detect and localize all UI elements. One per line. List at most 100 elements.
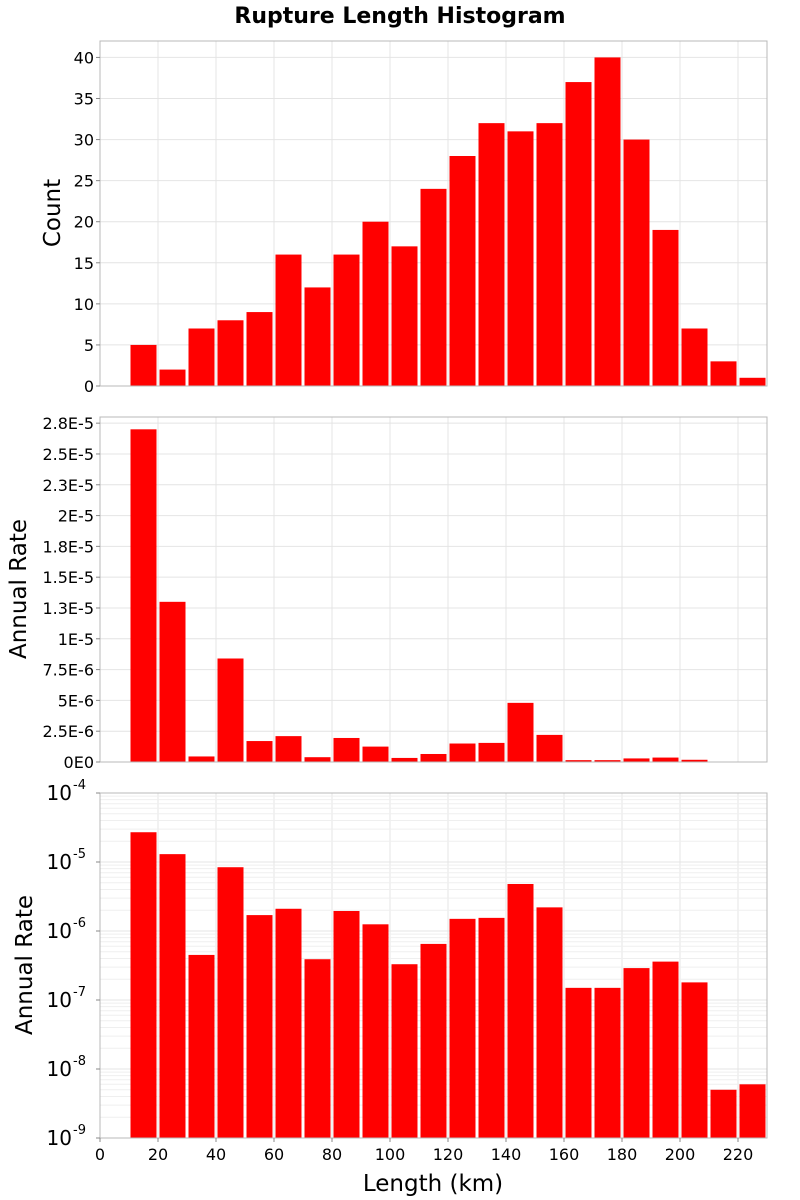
y-tick-exponent: -5 (73, 847, 86, 862)
bar (275, 736, 302, 762)
bar (217, 867, 244, 1138)
y-tick-exponent: -8 (73, 1054, 86, 1069)
x-tick-label: 60 (264, 1145, 284, 1164)
y-tick-exponent: -6 (73, 916, 86, 931)
y-tick-label: 35 (74, 90, 94, 109)
bar (275, 254, 302, 386)
bar (420, 753, 447, 762)
chart-title: Rupture Length Histogram (234, 4, 565, 29)
bar (652, 961, 679, 1138)
bar (362, 221, 389, 386)
bar (536, 734, 563, 762)
bar (188, 954, 215, 1138)
bar (159, 854, 186, 1138)
bar (681, 982, 708, 1138)
bar (565, 987, 592, 1138)
y-tick-label: 1.8E-5 (42, 537, 94, 556)
bar (449, 156, 476, 386)
x-tick-label: 160 (549, 1145, 580, 1164)
bars (130, 832, 766, 1138)
y-tick-label: 10 (47, 850, 72, 874)
bar (130, 344, 157, 386)
y-ticks: 10-910-810-710-610-510-4 (47, 778, 100, 1150)
bar (130, 429, 157, 762)
bar (188, 328, 215, 386)
y-tick-label: 1.5E-5 (42, 568, 94, 587)
bar (304, 959, 331, 1138)
y-tick-label: 5E-6 (58, 691, 94, 710)
bars (130, 429, 766, 762)
x-tick-label: 140 (491, 1145, 522, 1164)
x-axis-label: Length (km) (363, 1171, 503, 1197)
bar (188, 756, 215, 762)
y-tick-label: 15 (74, 254, 94, 273)
x-tick-label: 200 (665, 1145, 696, 1164)
annual-rate-linear-panel: Annual Rate 0E0 2.5E-6 5E-6 7.5E-6 1E-5 1.3E-… (6, 414, 768, 772)
bar (623, 758, 650, 762)
x-ticks: 0 20 40 60 80 100 120 140 160 180 200 220 (95, 1138, 753, 1164)
y-axis-label-rate-log: Annual Rate (12, 895, 38, 1035)
bar (304, 757, 331, 762)
y-tick-label: 0E0 (64, 753, 94, 772)
y-tick-label: 10 (47, 1126, 72, 1150)
bar (710, 1089, 737, 1138)
y-tick-label: 10 (47, 781, 72, 805)
bar (275, 908, 302, 1138)
y-axis-label-count: Count (40, 179, 66, 247)
bar (652, 757, 679, 762)
annual-rate-log-panel: Annual Rate Length (km) 10-910-810-710-6… (12, 778, 768, 1197)
x-tick-label: 20 (148, 1145, 168, 1164)
bar (507, 702, 534, 762)
y-tick-exponent: -4 (73, 778, 86, 793)
bar (246, 741, 273, 762)
y-tick-label: 40 (74, 48, 94, 67)
bar (594, 987, 621, 1138)
bar (217, 320, 244, 386)
bars (130, 57, 766, 387)
bar (536, 907, 563, 1138)
x-tick-label: 120 (433, 1145, 464, 1164)
y-axis-label-rate-linear: Annual Rate (6, 519, 32, 659)
bar (333, 254, 360, 386)
y-tick-label: 1.3E-5 (42, 599, 94, 618)
bar (362, 924, 389, 1138)
y-tick-label: 10 (47, 919, 72, 943)
bar (565, 760, 592, 762)
bar (246, 915, 273, 1138)
y-tick-label: 10 (47, 988, 72, 1012)
x-tick-label: 220 (723, 1145, 754, 1164)
y-ticks: 0 5 10 15 20 25 30 35 40 (74, 48, 100, 396)
y-tick-label: 2E-5 (58, 507, 94, 526)
bar (391, 246, 418, 386)
x-tick-label: 100 (375, 1145, 406, 1164)
bar (739, 377, 766, 386)
y-tick-label: 1E-5 (58, 630, 94, 649)
plot-frame (99, 416, 768, 763)
y-tick-label: 20 (74, 213, 94, 232)
bar (507, 883, 534, 1138)
bar (420, 943, 447, 1138)
bar (739, 1084, 766, 1138)
bar (594, 760, 621, 762)
y-tick-label: 2.8E-5 (42, 414, 94, 433)
plot-frame (99, 792, 768, 1139)
bar (681, 759, 708, 762)
x-tick-label: 0 (95, 1145, 105, 1164)
y-tick-label: 7.5E-6 (42, 661, 94, 680)
bar (304, 287, 331, 386)
x-tick-label: 180 (607, 1145, 638, 1164)
y-ticks: 0E0 2.5E-6 5E-6 7.5E-6 1E-5 1.3E-5 1.5E-5 1.8E-… (42, 414, 100, 772)
bar (623, 968, 650, 1138)
y-tick-exponent: -7 (73, 985, 86, 1000)
bar (565, 82, 592, 387)
bar (652, 229, 679, 386)
x-tick-label: 40 (206, 1145, 226, 1164)
grid-lines (99, 417, 767, 763)
y-tick-exponent: -9 (73, 1123, 86, 1138)
bar (623, 139, 650, 386)
bar (130, 832, 157, 1138)
y-tick-label: 25 (74, 172, 94, 191)
bar (536, 123, 563, 387)
bar (507, 131, 534, 386)
y-tick-label: 10 (47, 1057, 72, 1081)
